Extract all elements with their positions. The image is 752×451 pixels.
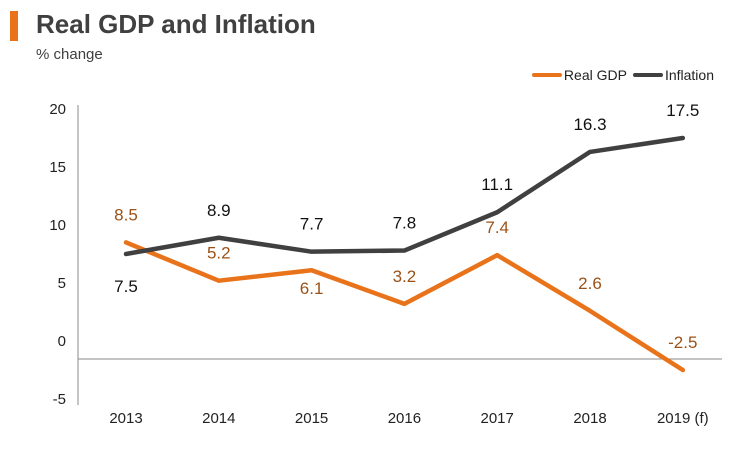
data-point-real-gdp [680, 368, 685, 372]
data-label-real-gdp: 8.5 [114, 205, 138, 224]
y-tick-label: -5 [53, 391, 66, 408]
x-tick-label: 2017 [481, 410, 514, 427]
data-label-inflation: 7.7 [300, 215, 324, 234]
y-tick-label: 5 [58, 275, 66, 292]
legend-label-real-gdp: Real GDP [563, 67, 627, 83]
x-tick-label: 2019 (f) [657, 410, 709, 427]
data-point-inflation [588, 149, 592, 154]
legend-label-inflation: Inflation [664, 67, 714, 83]
data-point-real-gdp [216, 278, 221, 283]
data-label-real-gdp: 2.6 [578, 274, 602, 293]
y-tick-label: 0 [58, 333, 66, 350]
data-label-inflation: 7.5 [114, 277, 138, 296]
data-point-inflation [216, 235, 221, 240]
x-tick-label: 2015 [295, 410, 328, 427]
legend: Real GDP Inflation [526, 67, 714, 83]
chart-title: Real GDP and Inflation [36, 9, 316, 39]
data-point-real-gdp [588, 308, 592, 313]
x-tick-label: 2013 [109, 410, 142, 427]
data-label-real-gdp: -2.5 [668, 333, 697, 352]
title-accent-bar [10, 11, 18, 41]
x-tick-label: 2016 [388, 410, 421, 427]
chart-subtitle: % change [36, 46, 103, 63]
data-point-real-gdp [495, 253, 500, 258]
data-label-real-gdp: 3.2 [393, 267, 417, 286]
legend-swatch-real-gdp [531, 73, 562, 77]
data-point-real-gdp [124, 240, 128, 245]
data-label-inflation: 7.8 [393, 214, 417, 233]
data-label-inflation: 16.3 [573, 115, 606, 134]
y-tick-label: 20 [49, 101, 66, 118]
data-label-inflation: 17.5 [666, 101, 699, 120]
data-label-inflation: 8.9 [207, 201, 231, 220]
y-tick-label: 10 [49, 217, 66, 234]
legend-item-real-gdp: Real GDP [531, 67, 627, 83]
data-label-real-gdp: 5.2 [207, 244, 231, 263]
x-tick-label: 2014 [202, 410, 235, 427]
data-point-inflation [495, 210, 500, 215]
data-point-inflation [680, 136, 685, 140]
legend-item-inflation: Inflation [632, 67, 714, 83]
legend-swatch-inflation [632, 73, 663, 77]
series-line-inflation [123, 135, 686, 257]
data-point-inflation [402, 248, 407, 253]
y-tick-label: 15 [49, 159, 66, 176]
data-point-inflation [124, 252, 128, 256]
data-point-real-gdp [402, 301, 407, 306]
data-label-real-gdp: 6.1 [300, 279, 324, 298]
x-tick-label: 2018 [573, 410, 606, 427]
data-label-inflation: 11.1 [481, 175, 513, 194]
data-point-inflation [309, 249, 314, 254]
data-point-real-gdp [309, 268, 314, 273]
data-label-real-gdp: 7.4 [485, 218, 509, 237]
